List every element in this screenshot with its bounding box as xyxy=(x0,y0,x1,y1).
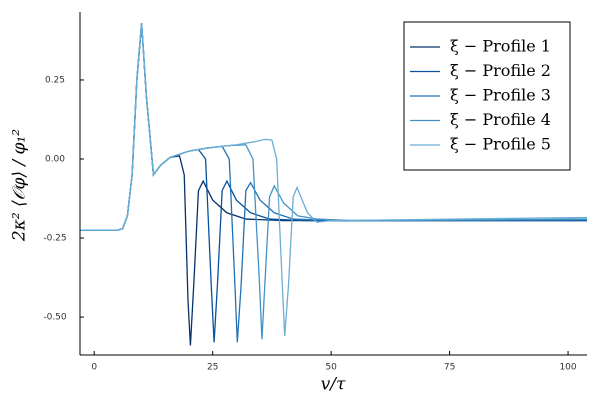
y-tick-label: 0.25 xyxy=(45,75,65,85)
y-tick-label: -0.25 xyxy=(43,234,66,244)
x-axis-title: v/τ xyxy=(321,375,346,395)
legend-label: ξ − Profile 4 xyxy=(450,110,551,129)
x-tick-label: 100 xyxy=(559,363,576,373)
x-tick-label: 75 xyxy=(444,363,455,373)
plot-area xyxy=(80,23,587,346)
y-tick-label: -0.50 xyxy=(43,313,67,323)
y-tick-label: 0.00 xyxy=(45,155,65,165)
y-axis-title: 2κ² ⟨𝒪φ⟩ / φ₁² xyxy=(10,129,30,242)
x-tick-label: 0 xyxy=(91,363,97,373)
legend-label: ξ − Profile 2 xyxy=(450,61,551,80)
legend-label: ξ − Profile 1 xyxy=(450,37,551,56)
legend-label: ξ − Profile 5 xyxy=(450,135,551,154)
x-tick-label: 50 xyxy=(325,363,337,373)
x-tick-label: 25 xyxy=(207,363,218,373)
series-line xyxy=(80,23,587,337)
legend-label: ξ − Profile 3 xyxy=(450,86,551,105)
